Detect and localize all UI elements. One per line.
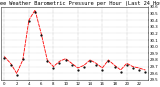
Title: Milwaukee Weather Barometric Pressure per Hour (Last 24 Hours): Milwaukee Weather Barometric Pressure pe…	[0, 1, 160, 6]
